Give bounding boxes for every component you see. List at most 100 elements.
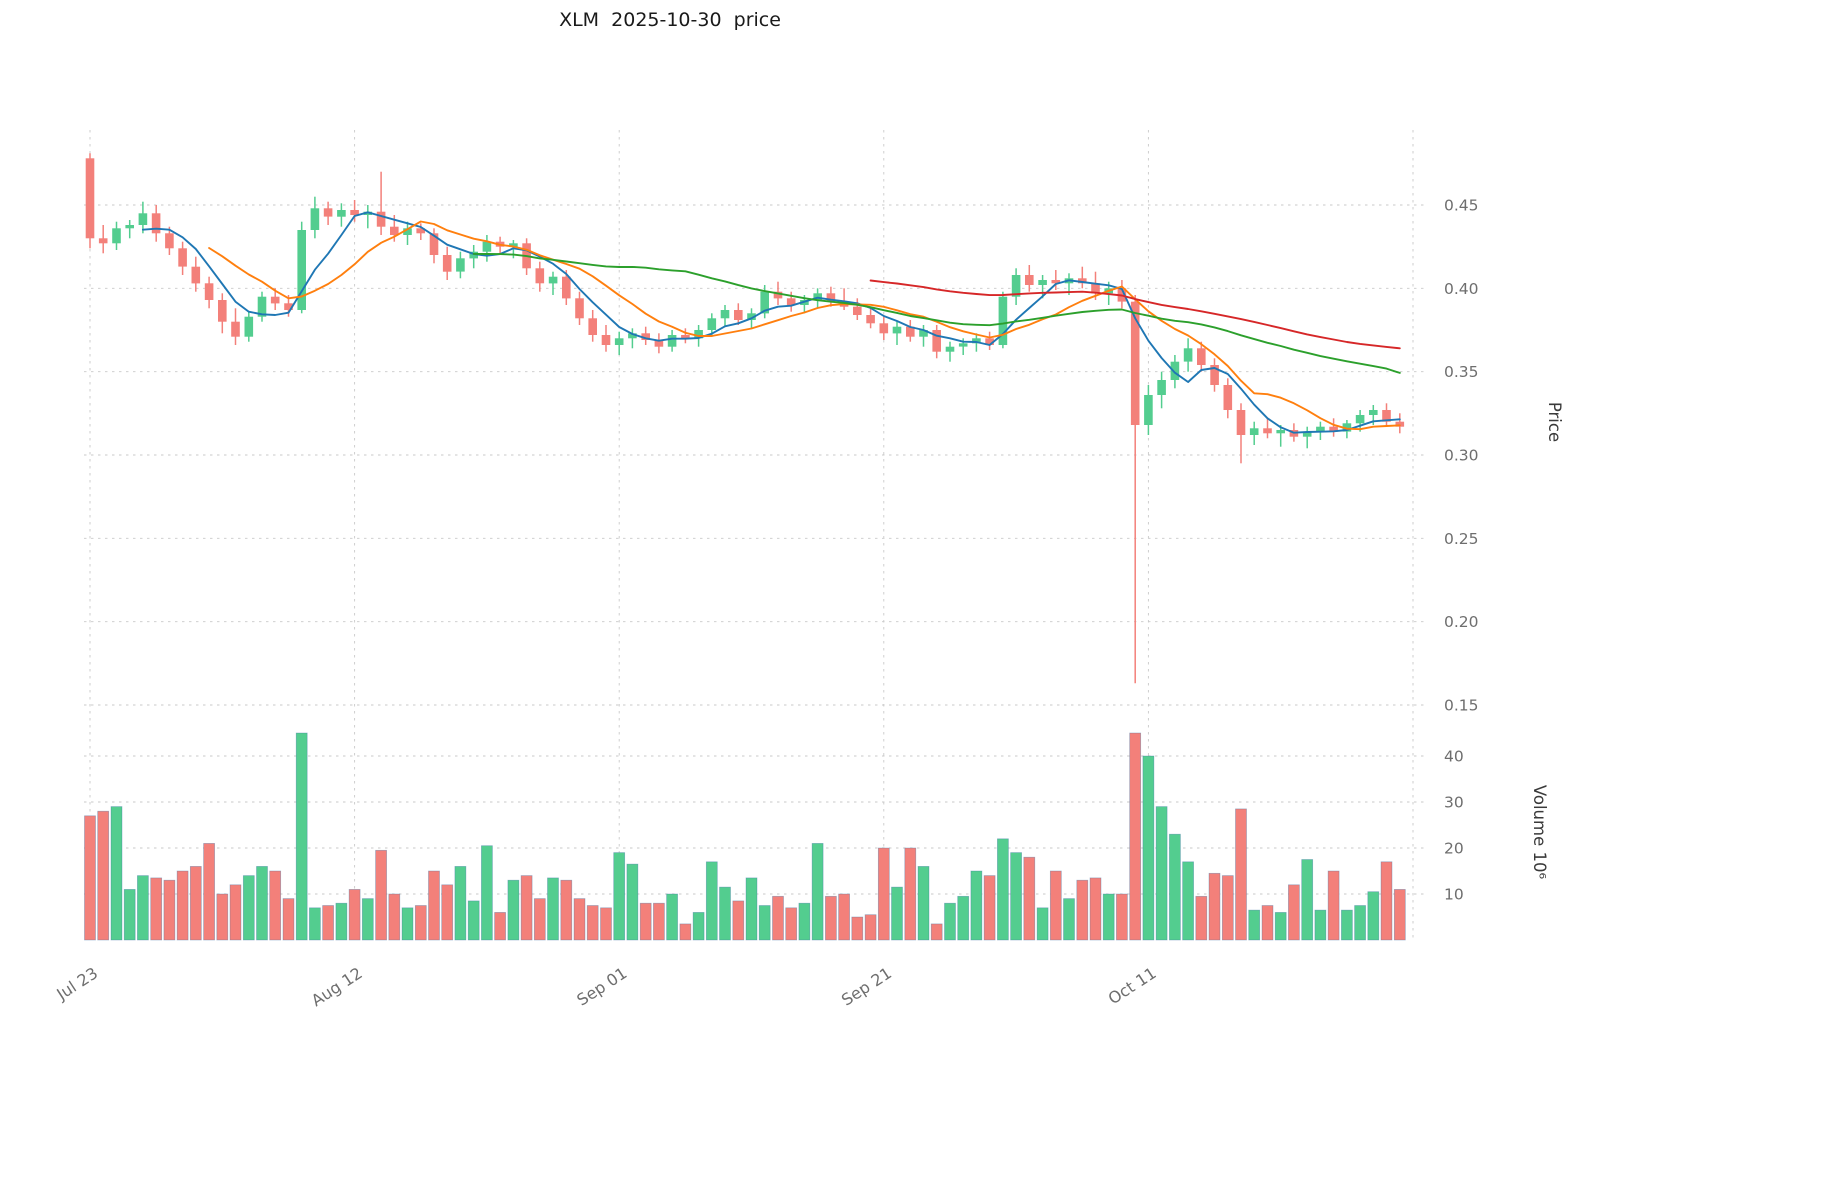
volume-bar (163, 879, 176, 941)
volume-bar (1195, 895, 1208, 941)
candle-body (747, 313, 756, 320)
candle-body (376, 211, 386, 227)
volume-bar (719, 886, 731, 941)
volume-bar (573, 898, 586, 941)
candle-body (813, 293, 822, 300)
volume-bar (229, 884, 242, 941)
candle-body (998, 296, 1008, 345)
candle-body (337, 210, 346, 217)
volume-bar (1235, 808, 1247, 941)
candle-body (98, 238, 108, 244)
candle-body (548, 276, 558, 284)
candles (85, 153, 1405, 684)
volume-bar (494, 912, 506, 941)
candle-body (165, 233, 174, 249)
candle-body (1382, 410, 1391, 422)
volume-bar (1076, 879, 1089, 941)
volume-bar (1182, 861, 1194, 941)
candle-body (1011, 275, 1021, 297)
candle-body (892, 326, 902, 334)
volume-bar (84, 815, 96, 941)
volume-bar (507, 879, 520, 941)
volume-bar (533, 898, 546, 941)
volume-bar (1116, 893, 1128, 941)
candle-body (284, 303, 293, 310)
volume-tick-label: 10 (1444, 886, 1464, 904)
volume-bar (1169, 833, 1181, 941)
candle-body (1025, 275, 1034, 285)
candle-body (1183, 348, 1193, 362)
candle-body (482, 241, 492, 252)
volume-bar (877, 847, 890, 941)
volume-bar (520, 875, 533, 941)
volume-bar (904, 847, 917, 941)
volume-bar (1023, 856, 1036, 941)
volume-bar (1393, 889, 1406, 941)
candle-body (456, 258, 465, 272)
volume-bar (864, 914, 877, 941)
candle-body (297, 230, 306, 310)
candle-body (323, 208, 333, 217)
candle-body (1157, 380, 1166, 395)
volume-bar (692, 912, 705, 941)
candle-body (509, 243, 518, 247)
candle-body (906, 326, 915, 337)
price-tick-label: 0.25 (1444, 530, 1479, 548)
price-tick-label: 0.40 (1444, 280, 1479, 298)
date-tick-label: Oct 11 (1105, 963, 1160, 1008)
volume-bar (388, 893, 401, 941)
candle-body (1051, 280, 1061, 284)
volume-bar (705, 861, 718, 941)
volume-bar (1314, 909, 1327, 941)
volume-bar (414, 905, 427, 941)
candle-body (429, 233, 439, 255)
volume-bar (1354, 905, 1366, 941)
ma-line-ma30 (472, 252, 1401, 374)
candle-body (562, 276, 571, 299)
volume-bar (1063, 898, 1075, 941)
volume-bar (1288, 884, 1300, 941)
candle-body (1369, 410, 1378, 415)
candle-body (390, 226, 399, 235)
volume-bar (1089, 877, 1102, 941)
volume-bar (600, 907, 612, 941)
candle-body (614, 338, 624, 345)
volume-bar (335, 902, 348, 941)
volume-bar (930, 923, 943, 941)
volume-bar (189, 866, 202, 941)
volume-tick-label: 20 (1444, 840, 1464, 858)
volume-bar (626, 863, 639, 941)
volume-bar (653, 902, 665, 941)
volume-bar (1248, 909, 1261, 941)
candle-body (1236, 410, 1246, 435)
volume-bar (772, 895, 784, 941)
volume-tick-label: 30 (1444, 794, 1464, 812)
volume-bar (361, 898, 374, 941)
volume-bar (481, 845, 493, 941)
volume-bar (745, 877, 758, 941)
volume-bar (1129, 732, 1142, 941)
volume-bar (282, 898, 295, 941)
candle-body (786, 298, 796, 305)
candle-body (138, 213, 148, 225)
date-tick-label: Sep 01 (573, 963, 630, 1009)
candle-body (1395, 421, 1405, 427)
candle-body (879, 323, 889, 334)
candle-body (151, 213, 161, 234)
volume-bar (957, 895, 970, 941)
candle-body (707, 318, 717, 330)
candle-body (1091, 283, 1100, 294)
price-tick-label: 0.35 (1444, 363, 1479, 381)
volume-bar (150, 877, 163, 941)
candle-body (667, 335, 677, 347)
volume-bar (97, 810, 110, 941)
volume-bar (825, 895, 837, 941)
candle-body (350, 210, 359, 215)
date-tick-label: Jul 23 (52, 963, 101, 1004)
candle-body (1223, 385, 1233, 410)
price-tick-label: 0.45 (1444, 197, 1479, 215)
candle-body (945, 346, 955, 352)
volume-bars (84, 732, 1406, 941)
